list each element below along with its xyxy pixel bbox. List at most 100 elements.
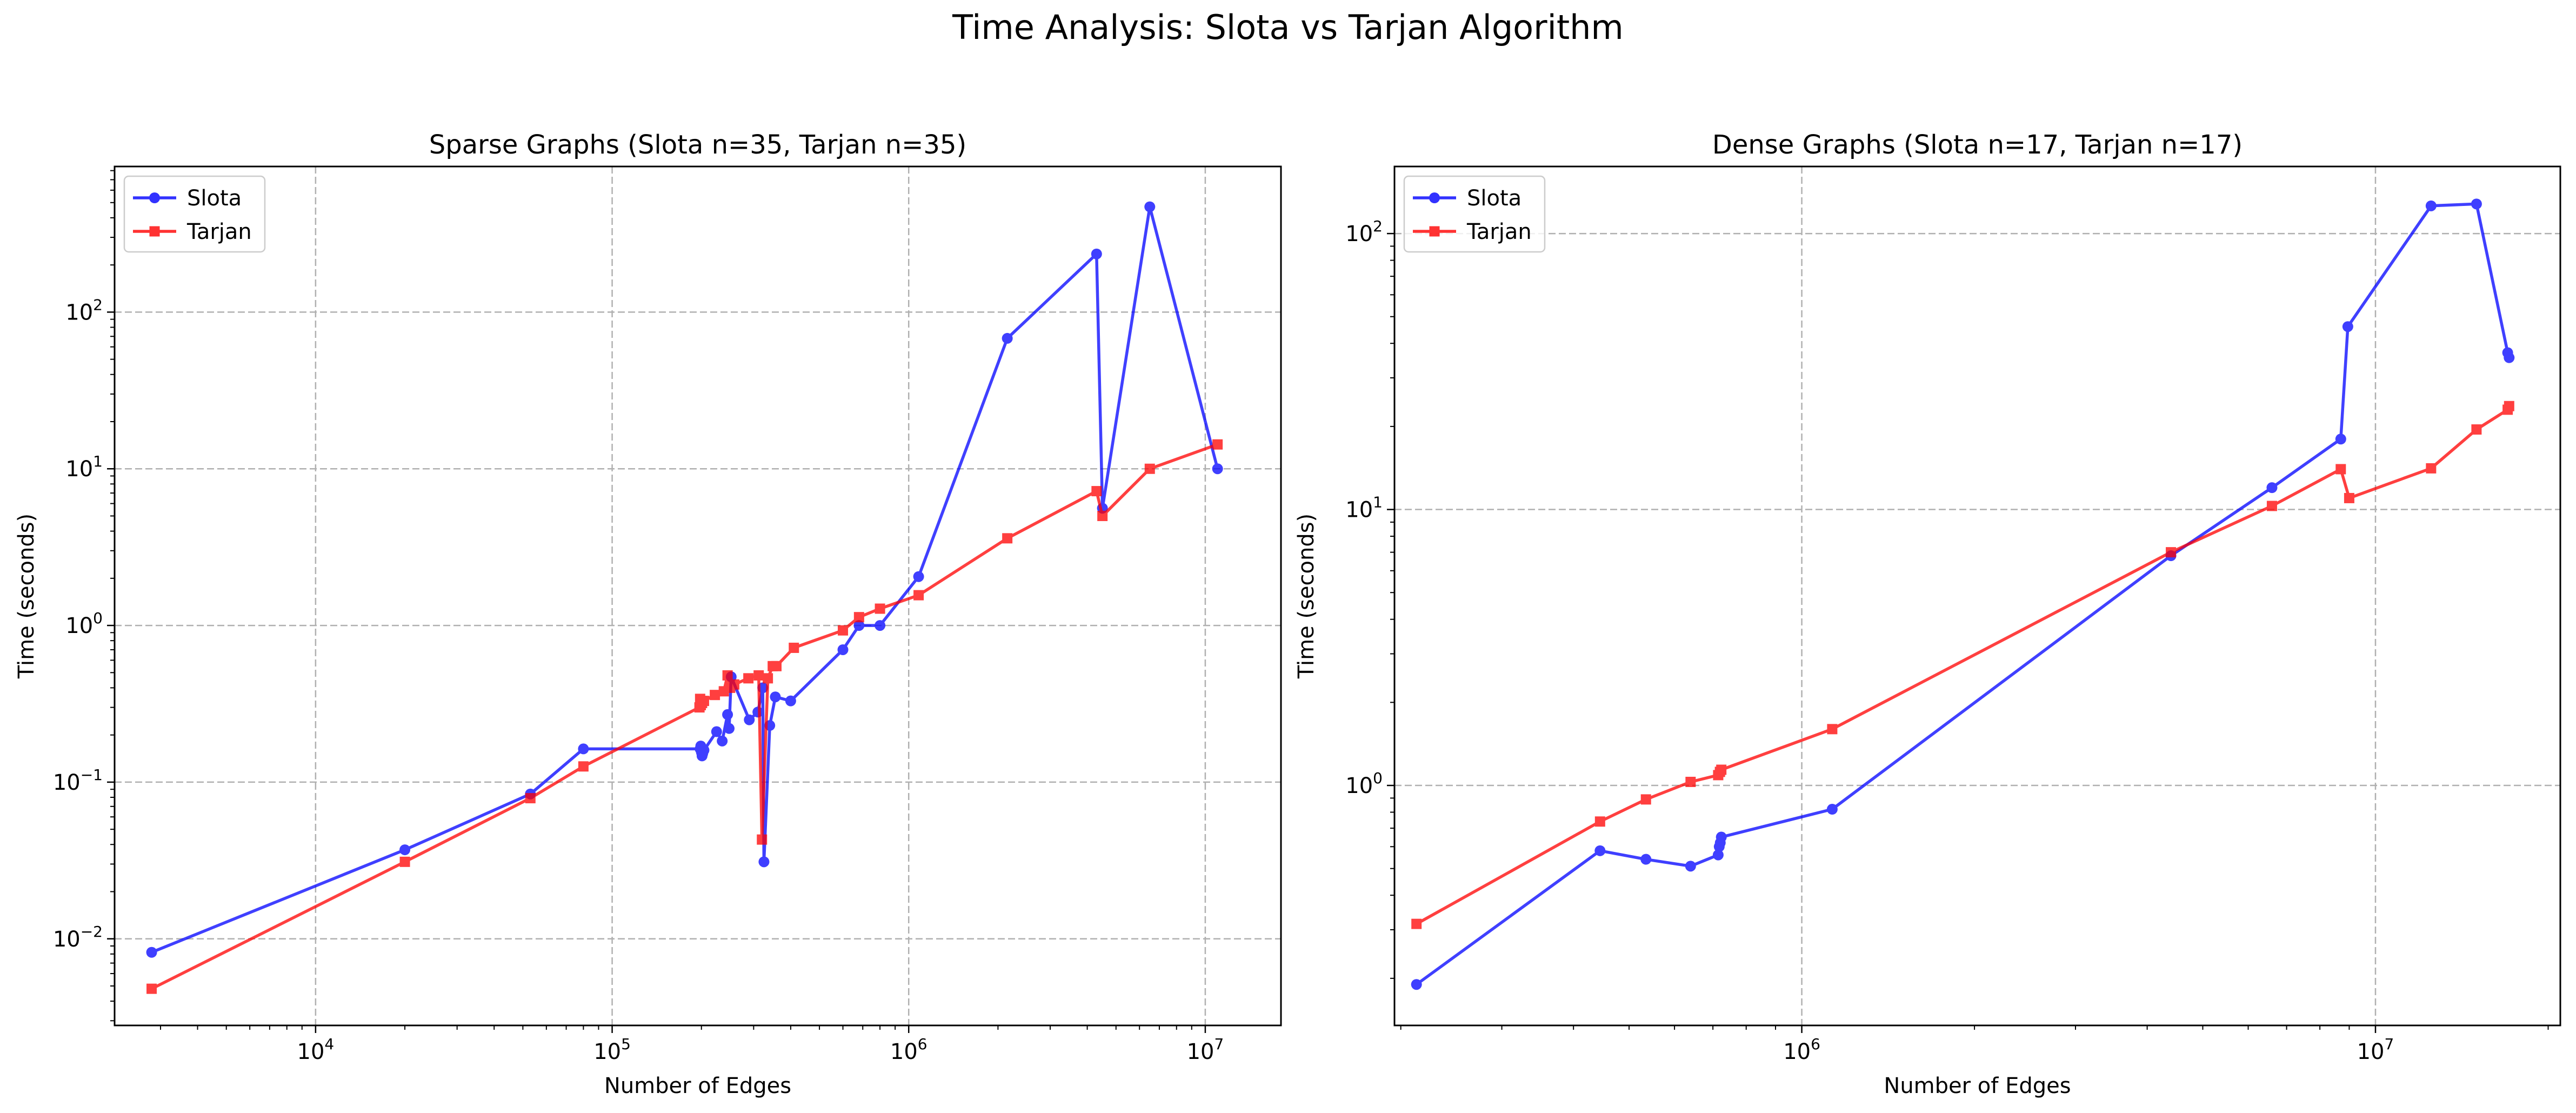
slota-point	[875, 620, 886, 631]
slota-point	[1002, 332, 1013, 344]
sparse-legend: Slota Tarjan	[123, 175, 266, 253]
dense-graphs-chart: 106 107 100 101 102 Dense Graphs (Slota n=17,…	[1294, 130, 2561, 1098]
sparse-y-axis-label: Time (seconds)	[14, 514, 39, 679]
x-tick-label: 107	[1187, 1035, 1224, 1064]
tarjan-line	[1416, 405, 2511, 925]
tarjan-point	[729, 679, 739, 690]
tarjan-point	[399, 856, 410, 867]
x-tick-label: 107	[2357, 1035, 2394, 1064]
tarjan-point	[838, 625, 849, 636]
slota-point	[578, 743, 589, 755]
legend-marker	[149, 192, 160, 203]
slota-point	[2342, 321, 2353, 332]
tarjan-point	[789, 642, 799, 653]
legend-entry-slota	[1413, 192, 1456, 203]
y-tick-label: 102	[1345, 217, 1383, 246]
sparse-grid	[115, 166, 1281, 1025]
slota-point	[717, 735, 728, 747]
tarjan-point	[722, 670, 733, 681]
legend-entry-slota	[133, 192, 176, 203]
legend-marker	[1429, 192, 1440, 203]
slota-point	[837, 644, 849, 655]
tarjan-point	[1827, 724, 1838, 735]
tarjan-point	[743, 673, 754, 684]
x-tick-label: 104	[297, 1035, 335, 1064]
slota-point	[1685, 861, 1696, 872]
tarjan-point	[1212, 439, 1223, 450]
tarjan-point	[753, 670, 764, 681]
sparse-chart-title: Sparse Graphs (Slota n=35, Tarjan n=35)	[429, 130, 966, 160]
legend-entry-tarjan	[133, 226, 176, 237]
tarjan-point	[525, 793, 536, 804]
slota-point	[1640, 854, 1652, 865]
legend-marker	[1429, 226, 1440, 237]
tarjan-point	[2471, 424, 2482, 435]
slota-point	[2471, 198, 2482, 210]
slota-point	[1144, 201, 1156, 212]
dense-y-axis-label: Time (seconds)	[1294, 514, 1319, 679]
dense-legend: Slota Tarjan	[1403, 175, 1546, 253]
tarjan-point	[2504, 401, 2514, 411]
tarjan-point	[1002, 533, 1013, 544]
x-tick-label: 106	[890, 1035, 927, 1064]
tarjan-point	[1097, 510, 1108, 521]
slota-point	[1594, 845, 1606, 856]
dense-x-axis-label: Number of Edges	[1884, 1074, 2071, 1098]
tarjan-point	[1091, 486, 1102, 497]
figure-title: Time Analysis: Slota vs Tarjan Algorithm	[952, 8, 1624, 47]
tarjan-point	[710, 690, 720, 701]
slota-point	[1712, 849, 1724, 861]
sparse-x-ticks: 104 105 106 107	[297, 1025, 1224, 1064]
tarjan-point	[913, 590, 924, 601]
tarjan-point	[2266, 501, 2277, 511]
x-tick-label: 105	[593, 1035, 631, 1064]
slota-point	[853, 620, 865, 631]
legend-entry-tarjan	[1413, 226, 1456, 237]
slota-point	[785, 695, 796, 707]
legend-label: Slota	[1467, 186, 1521, 211]
y-tick-label: 10−2	[53, 923, 103, 952]
tarjan-point	[875, 603, 885, 614]
tarjan-point	[1411, 918, 1422, 929]
tarjan-point	[2335, 464, 2346, 475]
legend-label: Slota	[187, 186, 242, 211]
tarjan-point	[2166, 547, 2177, 558]
slota-point	[744, 714, 755, 725]
dense-y-ticks: 100 101 102	[1345, 217, 1394, 798]
slota-point	[2335, 434, 2346, 445]
slota-point	[1716, 831, 1727, 843]
sparse-graphs-chart: 104 105 106 107 10−2 10−1 100 101 102 Sparse Grap…	[14, 130, 1282, 1098]
slota-point	[770, 691, 781, 703]
tarjan-point	[1144, 463, 1155, 474]
dense-grid	[1394, 166, 2560, 1025]
tarjan-point	[2344, 492, 2354, 503]
slota-point	[1411, 979, 1422, 990]
dense-chart-title: Dense Graphs (Slota n=17, Tarjan n=17)	[1712, 130, 2243, 160]
slota-point	[2425, 200, 2437, 211]
sparse-axes-frame	[114, 165, 1282, 1027]
x-tick-label: 106	[1783, 1035, 1820, 1064]
dense-series-tarjan	[1411, 401, 2514, 929]
slota-point	[722, 709, 733, 720]
y-tick-label: 101	[1345, 494, 1383, 523]
tarjan-point	[1685, 776, 1696, 787]
sparse-x-axis-label: Number of Edges	[604, 1074, 791, 1098]
y-tick-label: 100	[1345, 769, 1383, 798]
tarjan-point	[2426, 463, 2437, 474]
slota-point	[1212, 463, 1223, 475]
slota-point	[399, 844, 411, 856]
dense-axes-frame	[1393, 165, 2561, 1027]
slota-point	[146, 947, 157, 958]
dense-x-ticks: 106 107	[1783, 1025, 2394, 1064]
slota-point	[1091, 248, 1102, 259]
sparse-y-ticks: 10−2 10−1 100 101 102	[53, 296, 115, 952]
tarjan-point	[853, 612, 864, 623]
tarjan-point	[1716, 764, 1727, 775]
tarjan-point	[1640, 794, 1651, 805]
y-tick-label: 102	[65, 296, 103, 325]
slota-point	[913, 571, 924, 582]
tarjan-point	[771, 661, 782, 671]
sparse-series-tarjan	[146, 439, 1223, 994]
y-tick-label: 100	[65, 609, 103, 638]
